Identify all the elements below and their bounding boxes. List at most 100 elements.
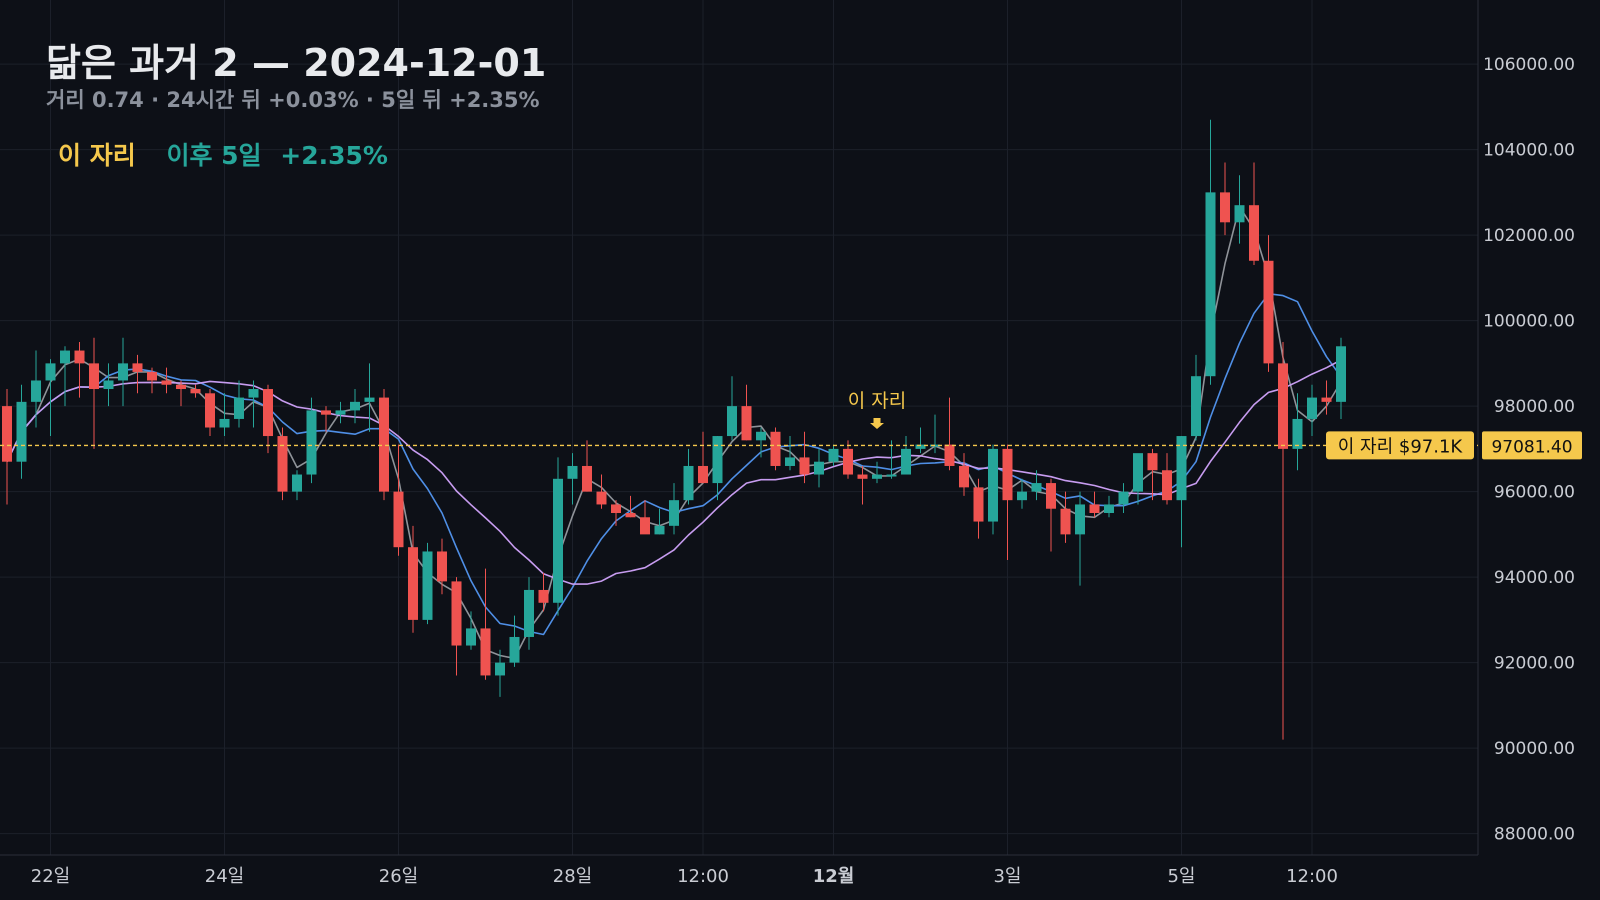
price-tick-label: 106000.00 <box>1483 55 1575 75</box>
candle-body <box>843 448 853 475</box>
candle <box>915 427 926 454</box>
candle <box>422 542 433 625</box>
candle <box>205 389 215 437</box>
candle-body <box>886 474 897 477</box>
candle <box>785 436 795 471</box>
candle <box>959 453 969 496</box>
candle <box>741 384 752 441</box>
candle <box>901 436 911 475</box>
candle <box>1321 380 1332 415</box>
marker-tag: 이 자리 $97.1K <box>1326 431 1474 460</box>
candle-body <box>944 444 955 466</box>
price-tick-label: 88000.00 <box>1494 825 1575 845</box>
candle <box>1263 235 1274 372</box>
candle <box>886 440 897 479</box>
candle-body <box>582 465 592 492</box>
candle-body <box>60 350 70 364</box>
candle-body <box>263 389 273 437</box>
candle <box>1307 384 1317 437</box>
candle <box>582 440 592 492</box>
time-tick-label: 22일 <box>31 866 70 887</box>
candle-body <box>683 465 694 501</box>
candle-body <box>1162 470 1172 501</box>
candle <box>872 461 882 484</box>
candle <box>1075 491 1085 586</box>
candle-body <box>509 636 520 663</box>
candle-body <box>176 384 186 390</box>
chart-title: 닮은 과거 2 — 2024-12-01 <box>46 41 547 85</box>
candle-body <box>524 589 534 637</box>
candle <box>654 508 665 535</box>
chart-subtitle: 거리 0.74 · 24시간 뒤 +0.03% · 5일 뒤 +2.35% <box>46 88 540 112</box>
candle-body <box>1147 453 1158 471</box>
candle-body <box>437 551 447 582</box>
candle <box>176 380 186 407</box>
candle <box>611 500 621 526</box>
candle-body <box>306 410 317 475</box>
time-tick-label: 5일 <box>1167 866 1195 887</box>
candle-body <box>698 465 708 484</box>
candle <box>756 427 766 458</box>
price-tick-label: 98000.00 <box>1494 397 1575 417</box>
time-tick-label: 12:00 <box>1286 866 1338 887</box>
candle-body <box>379 397 389 492</box>
candle-body <box>1307 397 1317 419</box>
candle <box>669 483 679 535</box>
candle-body <box>466 628 476 646</box>
candle-body <box>741 406 752 441</box>
candle <box>799 431 810 484</box>
time-tick-label: 24일 <box>205 866 244 887</box>
time-tick-label: 3일 <box>993 866 1021 887</box>
candle <box>770 427 781 471</box>
candle <box>1220 162 1230 236</box>
candle <box>190 384 201 398</box>
candle-body <box>553 478 563 603</box>
candle-body <box>1205 192 1216 377</box>
candle-body <box>219 418 230 428</box>
price-tick-label: 96000.00 <box>1494 483 1575 503</box>
candle <box>60 346 70 407</box>
time-axis: 22일 24일 26일 28일 12:00 12월 3일 5일 12:00 <box>31 866 1338 887</box>
candle <box>16 384 27 479</box>
candle-body <box>1234 205 1245 223</box>
time-tick-label: 26일 <box>379 866 418 887</box>
candle <box>1089 491 1100 518</box>
candle-body <box>611 504 621 513</box>
candle <box>1249 162 1259 266</box>
price-axis-tag-box <box>1482 431 1582 460</box>
candle <box>988 444 998 535</box>
candle <box>944 397 955 471</box>
candle-body <box>857 474 868 479</box>
candle <box>2 389 12 505</box>
candle-body <box>567 465 578 479</box>
candle <box>698 431 708 484</box>
candle-body <box>103 380 114 390</box>
candle <box>103 363 114 407</box>
marker-tag-box <box>1326 431 1474 460</box>
marker-label: 이 자리 <box>848 390 906 412</box>
candle <box>814 448 824 488</box>
time-tick-label: 28일 <box>553 866 592 887</box>
price-tick-label: 100000.00 <box>1483 312 1575 332</box>
candle-body <box>292 474 302 492</box>
candle <box>364 363 375 432</box>
candle <box>147 367 157 394</box>
candle <box>1133 453 1143 505</box>
candle-body <box>31 380 41 402</box>
price-axis-tag: 97081.40 <box>1482 431 1582 460</box>
price-axis: 88000.00 90000.00 92000.00 94000.00 96000.00… <box>1483 55 1575 845</box>
candle <box>118 337 128 407</box>
candle <box>712 436 723 501</box>
marker-layer: 이 자리이 자리 $97.1K 97081.40 <box>0 390 1582 460</box>
candle-body <box>770 431 781 466</box>
price-axis-tag-text: 97081.40 <box>1491 437 1572 457</box>
candle-body <box>350 401 360 411</box>
candle-body <box>45 363 56 381</box>
candle <box>132 354 143 394</box>
candle-body <box>669 500 679 526</box>
candle-body <box>422 551 433 620</box>
candle-body <box>1017 491 1027 501</box>
candle-body <box>89 363 99 390</box>
candle <box>567 453 578 505</box>
